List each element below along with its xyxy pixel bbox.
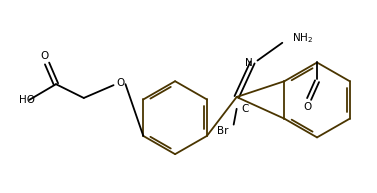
Text: O: O — [40, 51, 48, 61]
Text: HO: HO — [19, 95, 35, 105]
Text: O: O — [303, 102, 311, 112]
Text: C: C — [241, 104, 248, 114]
Text: NH$_2$: NH$_2$ — [291, 31, 313, 45]
Text: O: O — [116, 78, 125, 88]
Text: N: N — [245, 58, 253, 69]
Text: Br: Br — [217, 126, 228, 136]
